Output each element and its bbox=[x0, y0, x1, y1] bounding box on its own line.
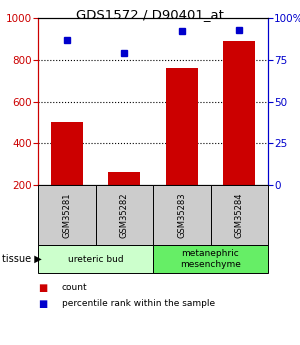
Text: tissue ▶: tissue ▶ bbox=[2, 254, 42, 264]
Text: GDS1572 / D90401_at: GDS1572 / D90401_at bbox=[76, 8, 224, 21]
Text: GSM35281: GSM35281 bbox=[62, 192, 71, 238]
Bar bbox=[51, 122, 83, 227]
Bar bbox=[166, 68, 198, 227]
Text: GSM35284: GSM35284 bbox=[235, 192, 244, 238]
Text: GSM35282: GSM35282 bbox=[120, 192, 129, 238]
Text: count: count bbox=[62, 284, 88, 293]
Text: percentile rank within the sample: percentile rank within the sample bbox=[62, 299, 215, 308]
Bar bbox=[224, 41, 255, 227]
Text: ■: ■ bbox=[38, 299, 47, 309]
Text: ureteric bud: ureteric bud bbox=[68, 255, 123, 264]
Text: ■: ■ bbox=[38, 283, 47, 293]
Text: GSM35283: GSM35283 bbox=[177, 192, 186, 238]
Bar bbox=[108, 172, 140, 227]
Text: metanephric
mesenchyme: metanephric mesenchyme bbox=[180, 249, 241, 269]
